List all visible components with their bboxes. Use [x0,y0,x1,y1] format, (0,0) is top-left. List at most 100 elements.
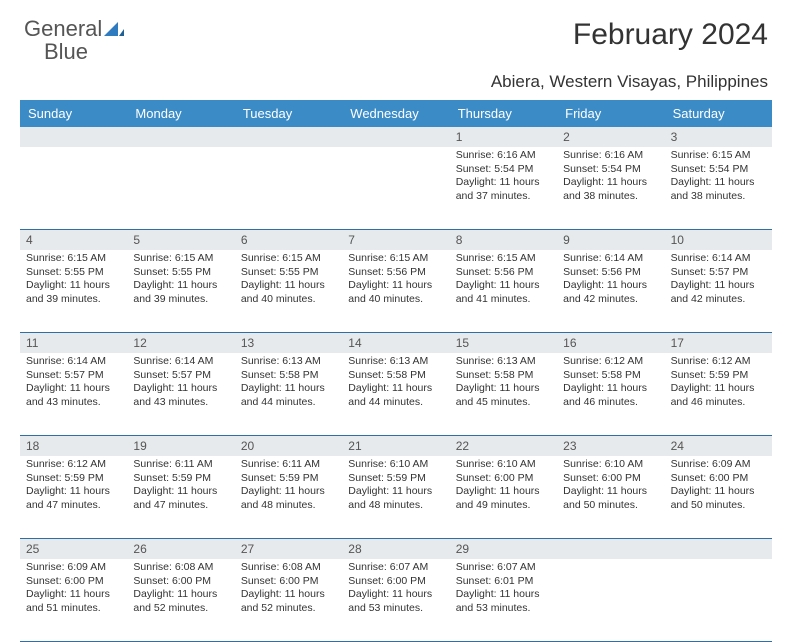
sunrise-text: Sunrise: 6:08 AM [241,561,336,575]
daylight-text: Daylight: 11 hours [671,485,766,499]
sunrise-text: Sunrise: 6:14 AM [26,355,121,369]
sunrise-text: Sunrise: 6:10 AM [563,458,658,472]
sunrise-text: Sunrise: 6:15 AM [133,252,228,266]
location-subtitle: Abiera, Western Visayas, Philippines [0,72,792,92]
day-cell: Sunrise: 6:14 AMSunset: 5:57 PMDaylight:… [665,250,772,332]
daylight-text: Daylight: 11 hours [26,382,121,396]
day-number: 13 [235,333,342,353]
weekday-header: Thursday [450,100,557,127]
daylight-text: Daylight: 11 hours [671,382,766,396]
week-row: Sunrise: 6:15 AMSunset: 5:55 PMDaylight:… [20,250,772,333]
day-number: 19 [127,436,234,456]
daylight-text: and 52 minutes. [133,602,228,616]
daylight-text: and 50 minutes. [671,499,766,513]
sunset-text: Sunset: 5:57 PM [671,266,766,280]
sunset-text: Sunset: 6:00 PM [563,472,658,486]
daylight-text: and 42 minutes. [563,293,658,307]
daylight-text: and 43 minutes. [26,396,121,410]
sunset-text: Sunset: 6:00 PM [133,575,228,589]
day-number: 20 [235,436,342,456]
daylight-text: and 47 minutes. [133,499,228,513]
daylight-text: and 39 minutes. [26,293,121,307]
daylight-text: Daylight: 11 hours [456,279,551,293]
daylight-text: and 43 minutes. [133,396,228,410]
logo-text-blue: Blue [24,39,88,64]
daylight-text: Daylight: 11 hours [671,279,766,293]
daylight-text: Daylight: 11 hours [348,485,443,499]
day-cell: Sunrise: 6:09 AMSunset: 6:00 PMDaylight:… [665,456,772,538]
day-cell: Sunrise: 6:15 AMSunset: 5:55 PMDaylight:… [127,250,234,332]
sunrise-text: Sunrise: 6:15 AM [456,252,551,266]
day-number: 22 [450,436,557,456]
sunset-text: Sunset: 6:00 PM [26,575,121,589]
day-cell: Sunrise: 6:11 AMSunset: 5:59 PMDaylight:… [127,456,234,538]
sunset-text: Sunset: 5:58 PM [348,369,443,383]
week-row: Sunrise: 6:14 AMSunset: 5:57 PMDaylight:… [20,353,772,436]
daylight-text: and 41 minutes. [456,293,551,307]
day-cell [665,559,772,641]
day-number: 2 [557,127,664,147]
day-number-row: 45678910 [20,230,772,250]
day-number: 25 [20,539,127,559]
sunset-text: Sunset: 6:00 PM [241,575,336,589]
sunrise-text: Sunrise: 6:13 AM [456,355,551,369]
day-number: 5 [127,230,234,250]
day-cell [127,147,234,229]
daylight-text: and 48 minutes. [241,499,336,513]
daylight-text: and 51 minutes. [26,602,121,616]
sunset-text: Sunset: 5:59 PM [671,369,766,383]
sunrise-text: Sunrise: 6:13 AM [241,355,336,369]
day-number: 18 [20,436,127,456]
day-cell [557,559,664,641]
day-cell: Sunrise: 6:07 AMSunset: 6:01 PMDaylight:… [450,559,557,641]
sunrise-text: Sunrise: 6:14 AM [563,252,658,266]
day-number: 3 [665,127,772,147]
day-cell: Sunrise: 6:08 AMSunset: 6:00 PMDaylight:… [127,559,234,641]
week-row: Sunrise: 6:12 AMSunset: 5:59 PMDaylight:… [20,456,772,539]
sunrise-text: Sunrise: 6:09 AM [671,458,766,472]
daylight-text: Daylight: 11 hours [133,279,228,293]
day-cell: Sunrise: 6:07 AMSunset: 6:00 PMDaylight:… [342,559,449,641]
day-number: 1 [450,127,557,147]
daylight-text: Daylight: 11 hours [348,279,443,293]
day-number [20,127,127,147]
day-cell: Sunrise: 6:13 AMSunset: 5:58 PMDaylight:… [450,353,557,435]
sunset-text: Sunset: 5:58 PM [456,369,551,383]
sunrise-text: Sunrise: 6:07 AM [456,561,551,575]
logo-text-block: General Blue [24,18,124,64]
day-number: 11 [20,333,127,353]
day-number: 10 [665,230,772,250]
sunset-text: Sunset: 6:01 PM [456,575,551,589]
day-cell: Sunrise: 6:11 AMSunset: 5:59 PMDaylight:… [235,456,342,538]
weekday-header: Wednesday [342,100,449,127]
day-number: 6 [235,230,342,250]
sunrise-text: Sunrise: 6:15 AM [348,252,443,266]
day-number: 23 [557,436,664,456]
day-number-row: 123 [20,127,772,147]
day-number-row: 2526272829 [20,539,772,559]
sunset-text: Sunset: 5:58 PM [241,369,336,383]
weekday-header: Saturday [665,100,772,127]
weekday-header-row: Sunday Monday Tuesday Wednesday Thursday… [20,100,772,127]
daylight-text: Daylight: 11 hours [456,176,551,190]
daylight-text: Daylight: 11 hours [26,588,121,602]
daylight-text: Daylight: 11 hours [133,588,228,602]
daylight-text: and 46 minutes. [671,396,766,410]
sunset-text: Sunset: 5:54 PM [671,163,766,177]
daylight-text: and 38 minutes. [563,190,658,204]
day-number: 12 [127,333,234,353]
day-number: 7 [342,230,449,250]
sunset-text: Sunset: 5:54 PM [456,163,551,177]
daylight-text: and 42 minutes. [671,293,766,307]
daylight-text: Daylight: 11 hours [456,382,551,396]
sunset-text: Sunset: 5:56 PM [348,266,443,280]
day-cell: Sunrise: 6:12 AMSunset: 5:59 PMDaylight:… [665,353,772,435]
day-cell: Sunrise: 6:16 AMSunset: 5:54 PMDaylight:… [450,147,557,229]
day-cell: Sunrise: 6:13 AMSunset: 5:58 PMDaylight:… [342,353,449,435]
sunset-text: Sunset: 6:00 PM [671,472,766,486]
sunrise-text: Sunrise: 6:16 AM [563,149,658,163]
sunset-text: Sunset: 5:59 PM [133,472,228,486]
day-number: 28 [342,539,449,559]
daylight-text: and 53 minutes. [456,602,551,616]
day-number [342,127,449,147]
